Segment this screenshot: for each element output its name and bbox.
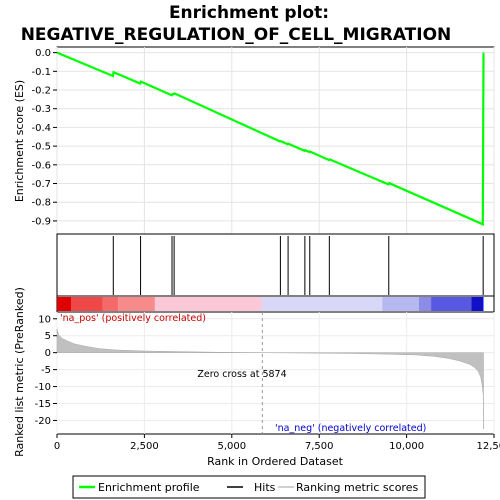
rank-color-bar [57,297,484,311]
metric-y-tick-label: -20 [35,416,51,427]
x-tick-label: 7,500 [305,441,334,452]
legend-metric-label: Ranking metric scores [296,481,418,494]
es-tick-label: -0.2 [31,86,51,97]
x-tick-label: 5,000 [217,441,246,452]
es-tick-label: -0.7 [31,179,51,190]
es-tick-label: 0.0 [35,48,51,59]
es-tick-label: -0.3 [31,104,51,115]
es-tick-label: -0.9 [31,216,51,227]
x-axis-label: Rank in Ordered Dataset [207,455,344,468]
es-y-axis-label: Enrichment score (ES) [13,80,26,202]
es-tick-label: -0.8 [31,198,51,209]
colorbar-segment [431,297,472,311]
colorbar-segment [471,297,484,311]
hits-panel-frame [56,233,495,297]
x-tick-label: 10,000 [389,441,424,452]
colorbar-segment [118,297,155,311]
zero-cross-label: Zero cross at 5874 [197,369,286,380]
es-gridlines [56,47,495,234]
metric-y-tick-label: 0 [45,348,51,359]
colorbar-segment [70,297,103,311]
colorbar-segment [418,297,432,311]
metric-y-axis-label: Ranked list metric (PreRanked) [13,287,26,457]
colorbar-segment [382,297,419,311]
colorbar-segment [154,297,262,311]
es-y-ticks: 0.0 -0.1 -0.2 -0.3 -0.4 -0.5 -0.6 -0.7 -0.8 -0.9 [31,48,57,227]
metric-x-ticks: 0 2,500 5,000 7,500 10,000 12,500 [54,434,500,452]
metric-y-tick-label: -15 [35,399,51,410]
x-tick-label: 0 [54,441,60,452]
colorbar-segment [261,297,383,311]
colorbar-segment [57,297,71,311]
colorbar-segment [102,297,119,311]
x-tick-label: 2,500 [130,441,159,452]
metric-y-tick-label: -10 [35,382,51,393]
es-tick-label: -0.6 [31,160,51,171]
chart-title-line1: Enrichment plot: [169,3,329,23]
metric-y-ticks: 10 5 0 -5 -10 -15 -20 [35,314,57,427]
metric-panel-frame [56,311,495,435]
x-tick-label: 12,500 [477,441,500,452]
negative-correlation-label: 'na_neg' (negatively correlated) [275,423,426,434]
positive-correlation-label: 'na_pos' (positively correlated) [60,313,206,324]
metric-y-tick-label: -5 [41,365,51,376]
metric-y-tick-label: 5 [45,331,51,342]
hit-lines [112,236,484,295]
legend-enrichment-label: Enrichment profile [98,481,200,494]
enrichment-profile-line [56,51,485,226]
es-tick-label: -0.1 [31,67,51,78]
legend-hits-label: Hits [254,481,276,494]
legend-box [72,475,426,499]
es-tick-label: -0.5 [31,142,51,153]
metric-y-tick-label: 10 [38,314,51,325]
chart-title-line2: NEGATIVE_REGULATION_OF_CELL_MIGRATION [21,25,452,45]
es-tick-label: -0.4 [31,123,51,134]
ranking-metric-area [56,328,484,429]
